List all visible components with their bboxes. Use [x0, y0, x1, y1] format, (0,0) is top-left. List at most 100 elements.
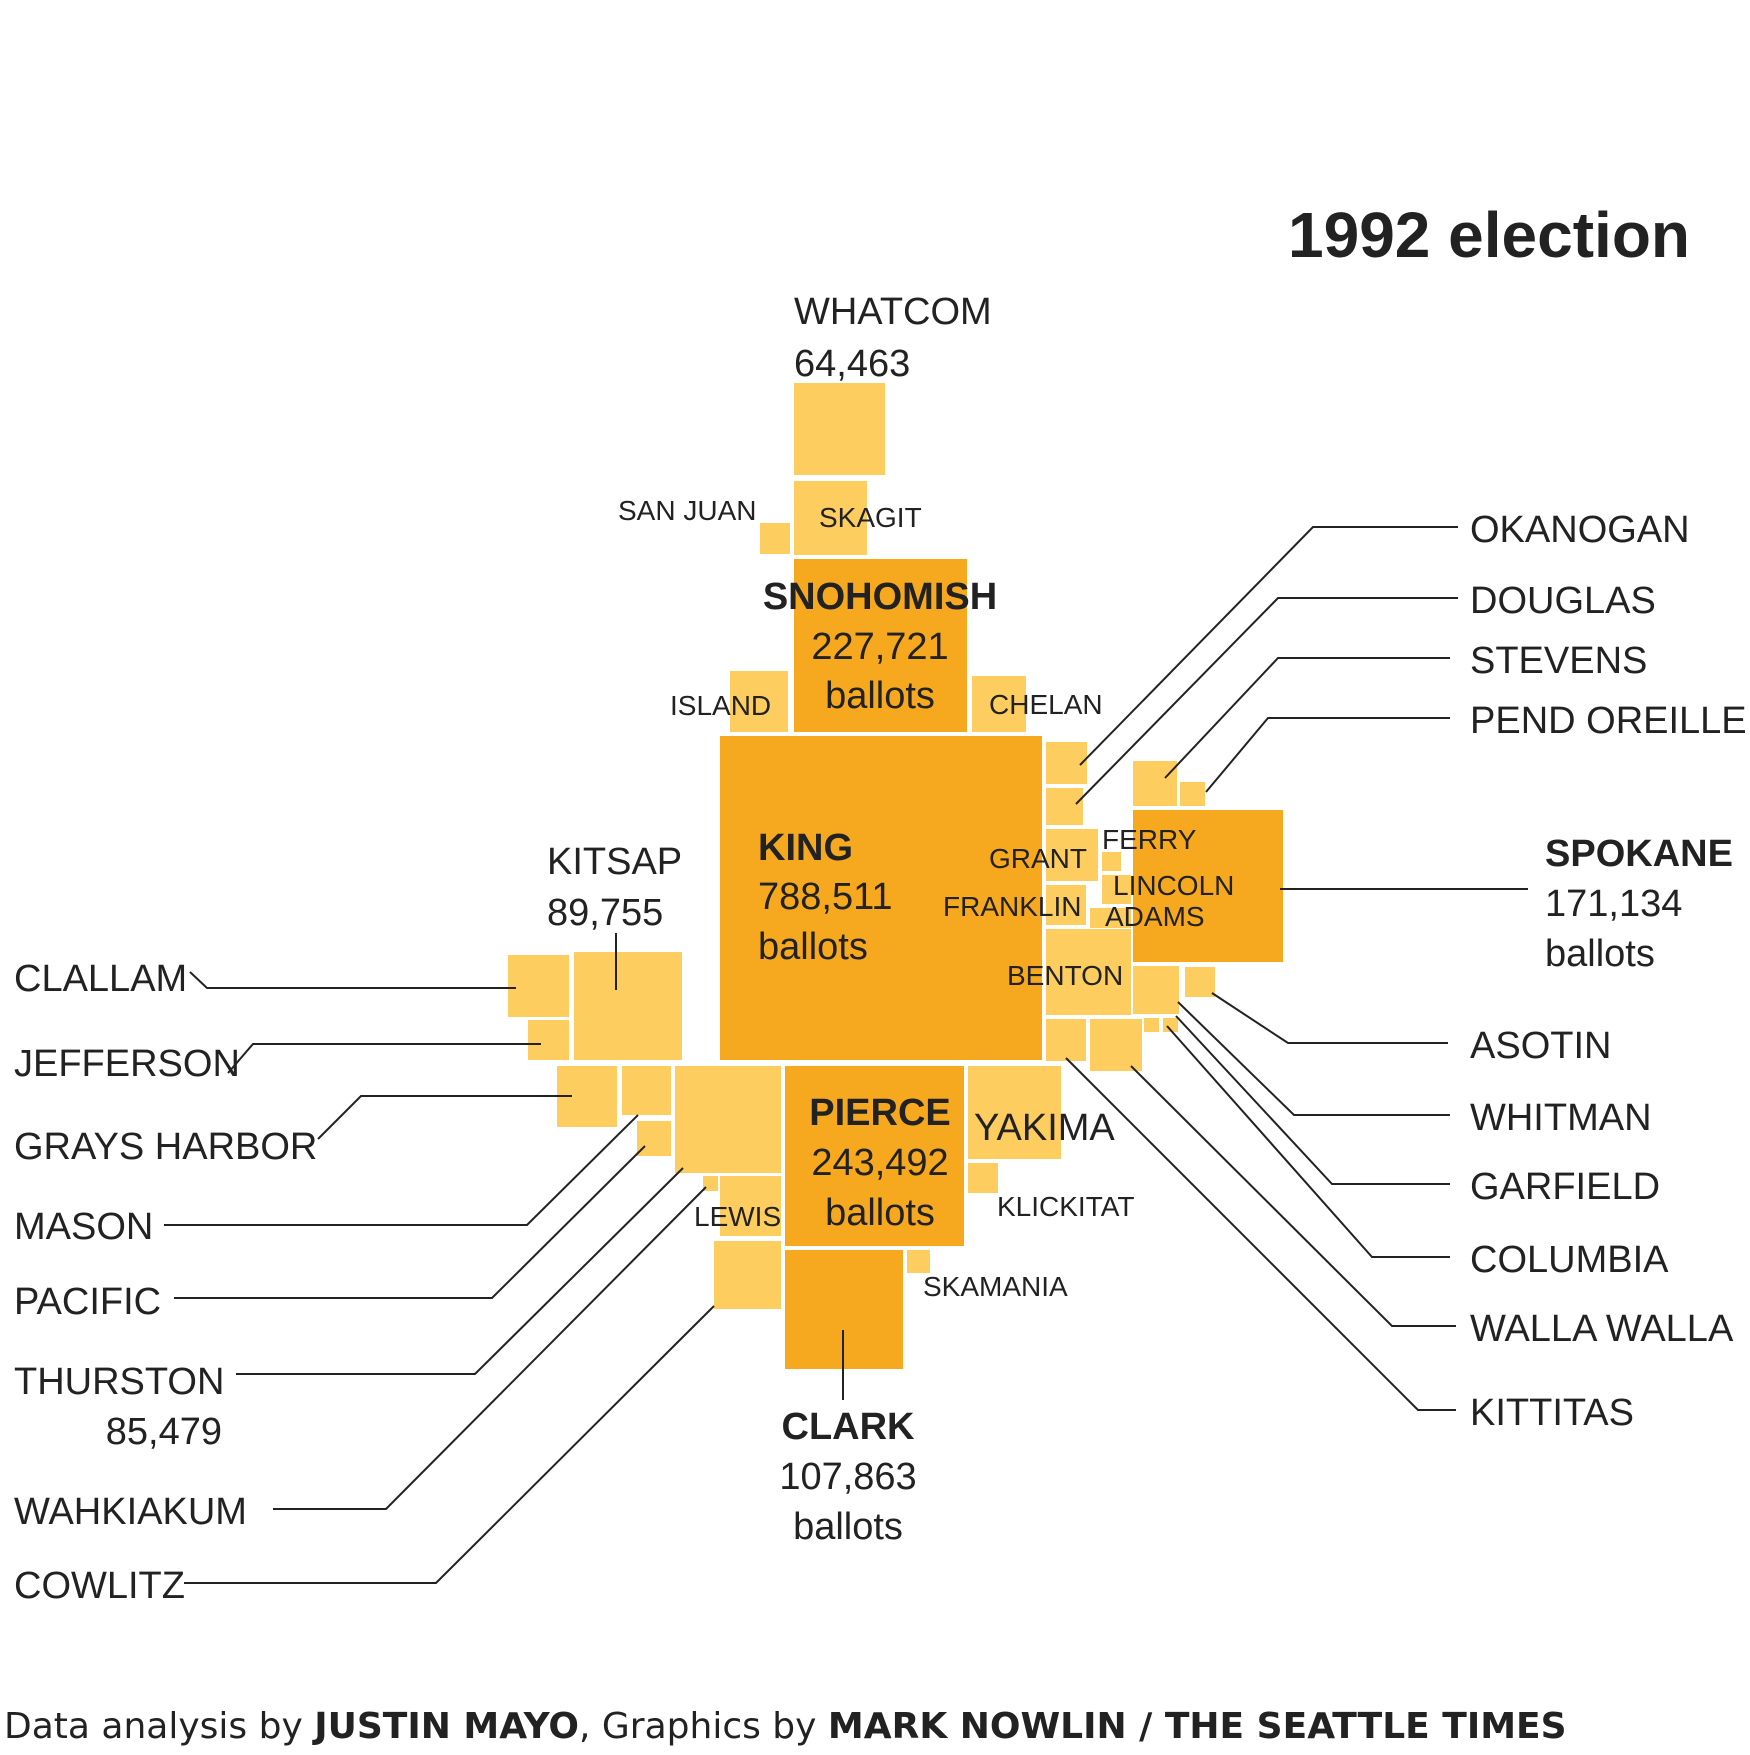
square-chelan [972, 676, 1026, 732]
label-skagit: SKAGIT [819, 502, 922, 533]
label-king-unit: ballots [758, 926, 868, 968]
label-kittitas: KITTITAS [1470, 1392, 1634, 1434]
square-pend-oreille [1180, 782, 1205, 806]
square-yakima [968, 1066, 1061, 1159]
square-thurston [675, 1066, 781, 1173]
credit-graphics: MARK NOWLIN / THE SEATTLE TIMES [828, 1706, 1567, 1747]
leader-columbia [1166, 1025, 1450, 1258]
leader-pend-oreille [1205, 717, 1450, 793]
square-grant [1046, 829, 1098, 881]
credit-analyst: JUSTIN MAYO [311, 1706, 579, 1747]
leader-douglas [1075, 597, 1458, 805]
square-kitsap [574, 952, 682, 1060]
square-okanogan [1046, 742, 1087, 784]
leader-mason [164, 1114, 639, 1226]
label-wahkiakum: WAHKIAKUM [14, 1491, 247, 1533]
label-spokane-name: SPOKANE [1545, 833, 1733, 875]
label-island: ISLAND [670, 690, 771, 721]
label-grays-harbor: GRAYS HARBOR [14, 1126, 317, 1168]
label-lincoln: LINCOLN [1113, 870, 1234, 901]
square-pierce [785, 1066, 964, 1246]
label-thurston-name: THURSTON [14, 1361, 224, 1403]
square-cowlitz [714, 1241, 781, 1309]
credit-line: Data analysis by JUSTIN MAYO, Graphics b… [4, 1706, 1567, 1747]
leader-clallam [189, 971, 516, 989]
label-king-value: 788,511 [758, 876, 893, 918]
label-pierce-unit: ballots [825, 1192, 935, 1234]
label-okanogan: OKANOGAN [1470, 509, 1690, 551]
leader-walla-walla [1130, 1065, 1456, 1327]
square-kittitas [1046, 1019, 1086, 1061]
label-lewis: LEWIS [694, 1201, 781, 1232]
square-asotin [1185, 967, 1215, 997]
leader-garfield [1175, 1015, 1450, 1185]
square-benton [1046, 929, 1131, 1015]
square-klickitat [968, 1163, 998, 1193]
label-cowlitz: COWLITZ [14, 1565, 185, 1607]
label-clark-name: CLARK [782, 1406, 916, 1448]
square-douglas [1046, 788, 1083, 825]
label-adams: ADAMS [1105, 901, 1205, 932]
leader-pacific [174, 1145, 646, 1299]
square-king [720, 736, 1042, 1060]
leader-wahkiakum [273, 1186, 707, 1510]
label-grant: GRANT [989, 843, 1087, 874]
square-lewis [720, 1176, 781, 1236]
leader-cowlitz [184, 1305, 715, 1584]
label-franklin: FRANKLIN [943, 891, 1081, 922]
square-spokane [1133, 810, 1283, 962]
label-snohomish-unit: ballots [825, 675, 935, 717]
label-skamania: SKAMANIA [923, 1271, 1068, 1302]
square-skagit [794, 481, 867, 555]
label-walla-walla: WALLA WALLA [1470, 1308, 1734, 1350]
leader-jefferson [227, 1043, 541, 1074]
square-lincoln [1102, 875, 1131, 904]
label-benton: BENTON [1007, 960, 1123, 991]
label-snohomish-value: 227,721 [811, 626, 948, 668]
square-jefferson [528, 1020, 569, 1060]
leader-okanogan [1079, 526, 1458, 766]
leader-thurston [236, 1167, 684, 1375]
label-whitman: WHITMAN [1470, 1097, 1652, 1139]
square-adams [1090, 908, 1131, 928]
label-kitsap-name: KITSAP [547, 841, 682, 883]
square-ferry [1102, 852, 1121, 871]
square-island [730, 671, 788, 732]
label-klickitat: KLICKITAT [997, 1191, 1134, 1222]
county-labels: WHATCOM 64,463 SKAGIT SAN JUAN SNOHOMISH… [14, 291, 1747, 1607]
square-pacific [637, 1121, 671, 1156]
label-pacific: PACIFIC [14, 1281, 161, 1323]
square-snohomish [794, 559, 967, 732]
label-columbia: COLUMBIA [1470, 1239, 1669, 1281]
leader-lines [164, 526, 1528, 1584]
square-wahkiakum [703, 1176, 718, 1191]
label-ferry: FERRY [1102, 824, 1197, 855]
label-pierce-value: 243,492 [811, 1142, 948, 1184]
square-whatcom [794, 383, 885, 475]
square-mason [622, 1066, 671, 1115]
leader-whitman [1177, 1001, 1450, 1116]
square-clallam [508, 955, 569, 1017]
label-whatcom-name: WHATCOM [794, 291, 992, 333]
credit-prefix: Data analysis by [4, 1706, 314, 1747]
label-whatcom-value: 64,463 [794, 343, 910, 385]
label-kitsap-value: 89,755 [547, 892, 663, 934]
chart-title: 1992 election [1288, 199, 1690, 271]
label-spokane-unit: ballots [1545, 933, 1655, 975]
label-snohomish-name: SNOHOMISH [763, 576, 997, 618]
square-walla-walla [1090, 1019, 1142, 1071]
label-chelan: CHELAN [989, 689, 1103, 720]
leader-kittitas [1065, 1057, 1456, 1411]
label-jefferson: JEFFERSON [14, 1043, 240, 1085]
label-pend-oreille: PEND OREILLE [1470, 700, 1747, 742]
label-spokane-value: 171,134 [1545, 883, 1682, 925]
leader-asotin [1211, 992, 1448, 1044]
label-clallam: CLALLAM [14, 958, 187, 1000]
label-garfield: GARFIELD [1470, 1166, 1660, 1208]
square-garfield [1144, 1018, 1159, 1032]
square-skamania [907, 1250, 930, 1273]
leader-grays-harbor [317, 1095, 572, 1140]
label-san-juan: SAN JUAN [618, 495, 756, 526]
